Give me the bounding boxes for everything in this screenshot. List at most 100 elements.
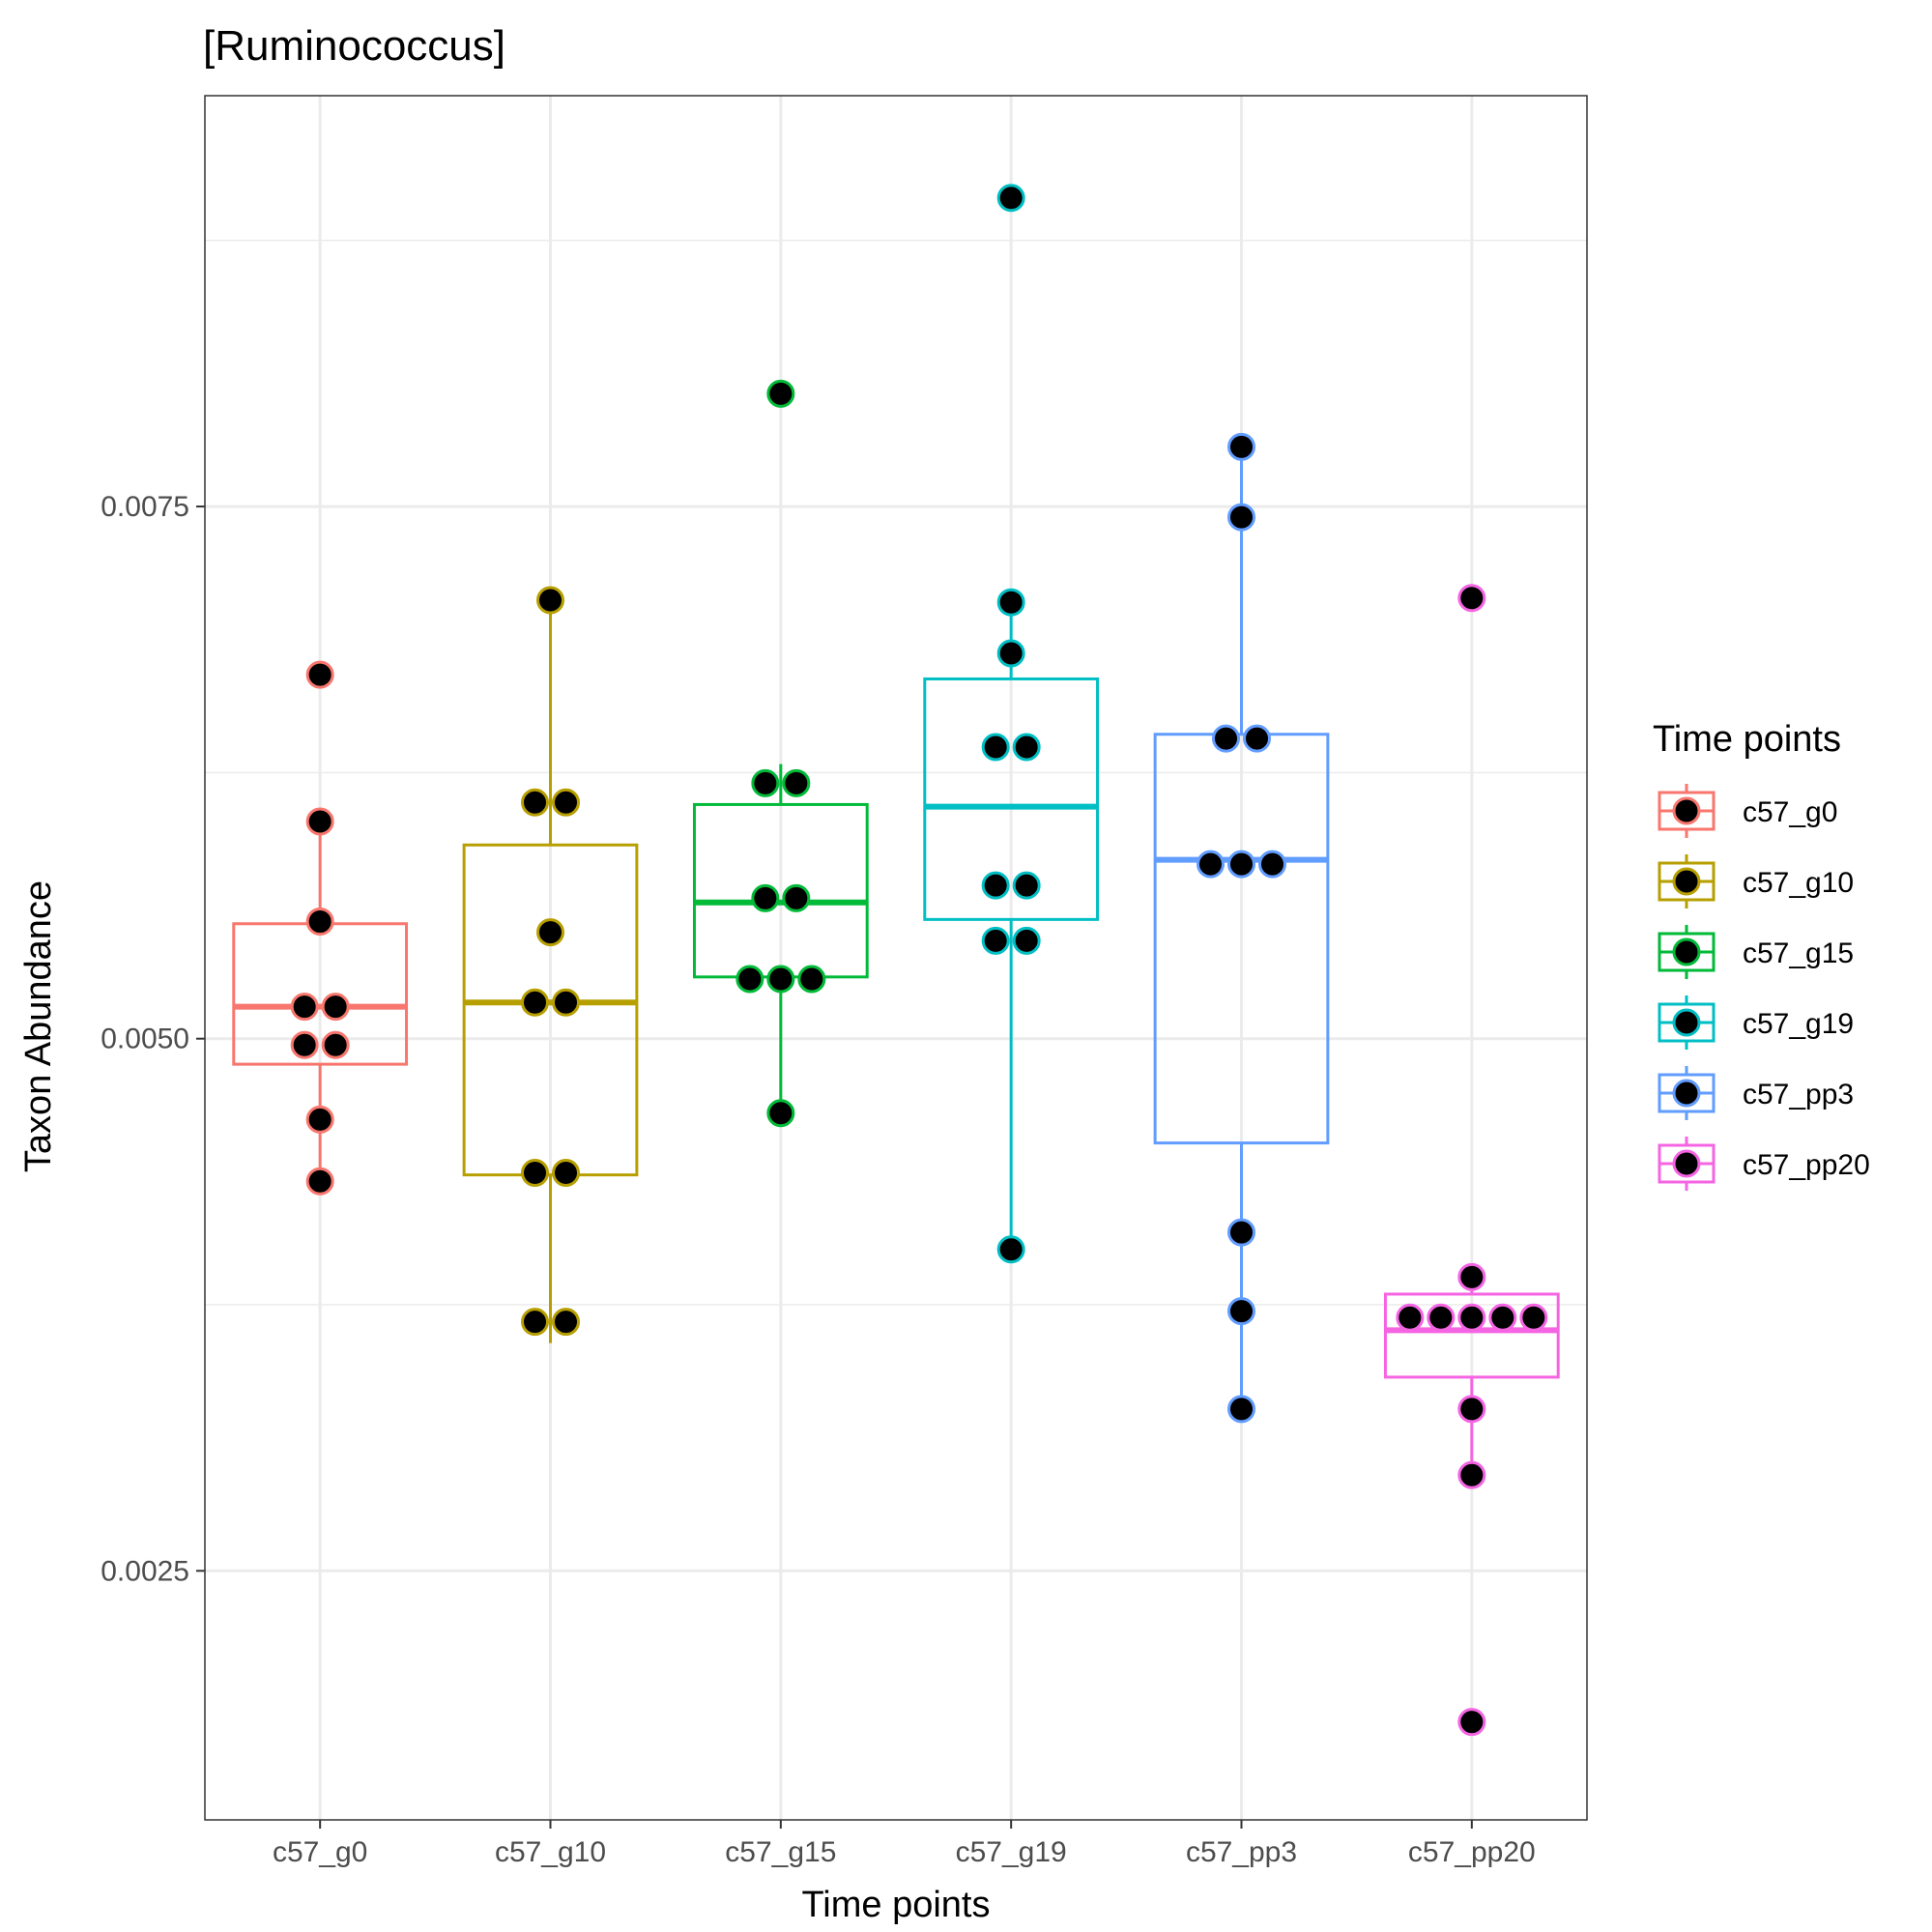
box-iqr <box>1383 1292 1560 1379</box>
data-point-c57_g19 <box>996 588 1025 617</box>
data-point-c57_g10 <box>536 918 564 947</box>
data-point-c57_g15 <box>766 1099 795 1128</box>
legend-item-c57_pp20: c57_pp20 <box>1658 1137 1870 1191</box>
data-point-c57_g10 <box>521 1158 549 1187</box>
data-point-c57_g15 <box>797 965 826 994</box>
y-tick-label: 0.0025 <box>101 1555 189 1587</box>
data-point-c57_g0 <box>290 1030 319 1059</box>
legend-key-point <box>1672 1149 1701 1178</box>
data-point-c57_g19 <box>996 639 1025 668</box>
data-point-c57_g15 <box>766 965 795 994</box>
x-tick-label: c57_g19 <box>956 1836 1067 1868</box>
x-tick-label: c57_g10 <box>495 1836 606 1868</box>
legend-label: c57_g10 <box>1743 867 1854 899</box>
legend-item-c57_g15: c57_g15 <box>1658 925 1854 979</box>
data-points <box>290 184 1548 1737</box>
data-point-c57_pp3 <box>1227 432 1255 461</box>
data-point-c57_g15 <box>766 379 795 408</box>
legend-item-c57_g19: c57_g19 <box>1658 995 1854 1050</box>
legend-key-point <box>1672 867 1701 896</box>
y-tick-label: 0.0075 <box>101 491 189 523</box>
x-tick-label: c57_g0 <box>273 1836 367 1868</box>
legend-key-point <box>1672 1008 1701 1037</box>
data-point-c57_pp20 <box>1427 1303 1456 1332</box>
data-point-c57_g15 <box>782 883 811 912</box>
legend-key-point <box>1672 937 1701 966</box>
plot-panel-border <box>204 95 1588 1821</box>
boxplot-c57_g19 <box>923 599 1100 1250</box>
y-axis-title: Taxon Abundance <box>18 880 59 1172</box>
data-point-c57_g0 <box>305 908 334 937</box>
data-point-c57_g19 <box>996 1235 1025 1264</box>
data-point-c57_g15 <box>735 965 764 994</box>
boxplot-c57_g10 <box>462 599 639 1343</box>
data-point-c57_g10 <box>552 988 580 1017</box>
data-point-c57_g10 <box>521 988 549 1017</box>
legend-item-c57_pp3: c57_pp3 <box>1658 1066 1854 1120</box>
data-point-c57_pp3 <box>1227 1297 1255 1326</box>
data-point-c57_g15 <box>751 883 780 912</box>
legend-key-point <box>1672 1079 1701 1108</box>
data-point-c57_g19 <box>1012 871 1041 900</box>
data-point-c57_g0 <box>305 660 334 689</box>
data-point-c57_g15 <box>782 768 811 797</box>
data-point-c57_g19 <box>1012 733 1041 762</box>
data-point-c57_g19 <box>1012 926 1041 955</box>
data-point-c57_pp20 <box>1488 1303 1517 1332</box>
x-tick-label: c57_pp20 <box>1408 1836 1536 1868</box>
legend-label: c57_g0 <box>1743 796 1837 828</box>
legend-label: c57_g15 <box>1743 937 1854 969</box>
legend-item-c57_g0: c57_g0 <box>1658 784 1837 838</box>
y-tick-label: 0.0050 <box>101 1024 189 1055</box>
data-point-c57_g10 <box>521 788 549 817</box>
data-point-c57_g15 <box>751 768 780 797</box>
data-point-c57_pp3 <box>1243 724 1271 753</box>
legend-key-point <box>1672 796 1701 825</box>
data-point-c57_pp20 <box>1457 1395 1486 1424</box>
box-iqr <box>462 843 639 1177</box>
axes: 0.0025 0.0050 0.0075 c57_g0 c57_g10 c57_g15 c5… <box>101 491 1535 1868</box>
legend-label: c57_g19 <box>1743 1008 1854 1040</box>
data-point-c57_g0 <box>321 993 350 1022</box>
data-point-c57_pp3 <box>1227 1395 1255 1424</box>
data-point-c57_g10 <box>536 586 564 615</box>
data-point-c57_pp3 <box>1227 850 1255 879</box>
data-point-c57_g10 <box>552 788 580 817</box>
x-tick-label: c57_pp3 <box>1186 1836 1297 1868</box>
data-point-c57_pp20 <box>1457 1303 1486 1332</box>
legend-item-c57_g10: c57_g10 <box>1658 854 1854 908</box>
data-point-c57_pp3 <box>1212 724 1240 753</box>
data-point-c57_pp20 <box>1519 1303 1548 1332</box>
data-point-c57_pp20 <box>1396 1303 1425 1332</box>
legend-label: c57_pp3 <box>1743 1079 1854 1110</box>
data-point-c57_g19 <box>996 184 1025 213</box>
chart-title: [Ruminococcus] <box>203 22 505 70</box>
data-point-c57_pp20 <box>1457 1708 1486 1737</box>
data-point-c57_g19 <box>981 871 1010 900</box>
data-point-c57_g19 <box>981 733 1010 762</box>
data-point-c57_pp20 <box>1457 1460 1486 1489</box>
data-point-c57_pp3 <box>1258 850 1286 879</box>
grid-lines <box>205 96 1587 1820</box>
data-point-c57_g0 <box>290 993 319 1022</box>
data-point-c57_g10 <box>552 1158 580 1187</box>
data-point-c57_pp20 <box>1457 1262 1486 1291</box>
data-point-c57_pp3 <box>1227 503 1255 532</box>
x-tick-label: c57_g15 <box>725 1836 836 1868</box>
x-axis-title: Time points <box>802 1885 991 1925</box>
data-point-c57_pp3 <box>1227 1218 1255 1247</box>
data-point-c57_g10 <box>552 1308 580 1337</box>
box-iqr <box>1153 733 1330 1145</box>
data-point-c57_g10 <box>521 1308 549 1337</box>
legend: Time points c57_g0 c57_g10 c57_g15 c57_g19c… <box>1653 719 1870 1191</box>
data-point-c57_g0 <box>305 807 334 836</box>
data-point-c57_g19 <box>981 926 1010 955</box>
data-point-c57_g0 <box>305 1167 334 1196</box>
data-point-c57_g0 <box>321 1030 350 1059</box>
box-iqr <box>923 677 1100 921</box>
data-point-c57_g0 <box>305 1105 334 1134</box>
legend-label: c57_pp20 <box>1743 1149 1870 1181</box>
data-point-c57_pp3 <box>1197 850 1225 879</box>
